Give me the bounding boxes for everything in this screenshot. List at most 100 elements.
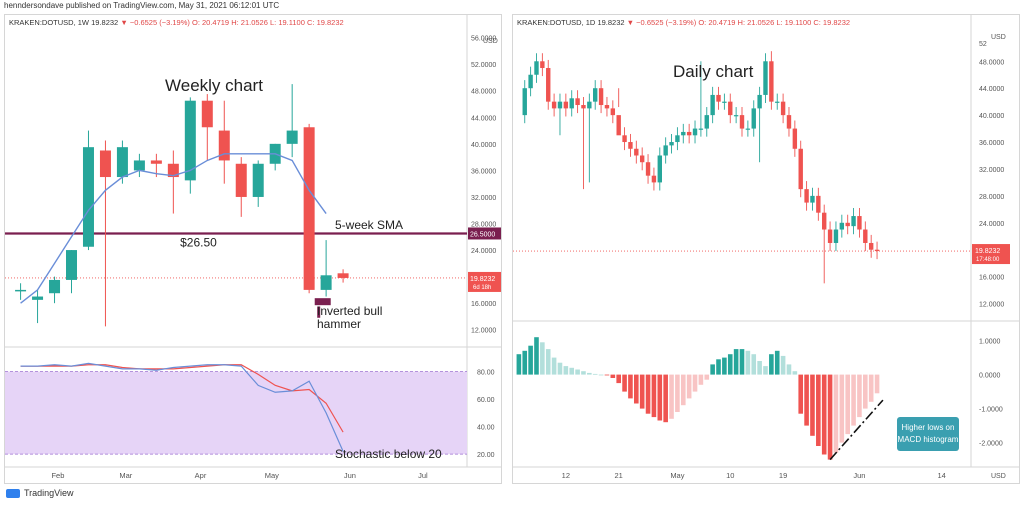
weekly-open: O: 20.4719 [191, 18, 230, 27]
daily-macd-bar [528, 345, 533, 375]
daily-macd-bar [792, 371, 798, 375]
weekly-y-tick: 52.0000 [471, 62, 496, 69]
daily-candle [575, 98, 580, 106]
weekly-title: Weekly chart [165, 76, 263, 95]
daily-macd-bar [657, 374, 663, 421]
daily-macd-bar [739, 349, 745, 375]
daily-candle [645, 162, 651, 176]
daily-macd-tick: 1.0000 [979, 339, 1001, 346]
daily-y-tick: 24.0000 [979, 221, 1004, 228]
weekly-currency-label: USD [483, 38, 498, 45]
daily-candle [728, 101, 733, 116]
daily-macd-bar [675, 374, 680, 412]
daily-x-tick: 21 [615, 471, 623, 480]
daily-candle [792, 128, 798, 149]
daily-candle [804, 189, 809, 203]
daily-chart-svg: 52 USD 48.0000 44.0000 40.0000 36.0000 32.0000… [513, 15, 1019, 480]
daily-change: ▼ −0.6525 (−3.19%) [626, 18, 697, 27]
weekly-candle [82, 147, 94, 247]
weekly-candle [218, 130, 230, 161]
daily-candle [757, 94, 762, 109]
weekly-last-price-tag: 19.8232 [470, 276, 495, 283]
weekly-sma-annotation: 5-week SMA [335, 218, 403, 232]
daily-y-tick: 36.0000 [979, 140, 1004, 147]
daily-macd-bar [827, 374, 833, 460]
daily-open: O: 20.4719 [698, 18, 736, 27]
weekly-x-tick: Apr [195, 471, 207, 480]
daily-candle [698, 128, 704, 130]
weekly-candle [15, 289, 27, 292]
daily-macd-bar [663, 374, 668, 423]
weekly-candle [150, 160, 162, 164]
daily-macd-bar [804, 374, 809, 426]
tradingview-footer[interactable]: TradingView [6, 488, 74, 498]
weekly-candle [184, 100, 196, 181]
weekly-x-tick: Jul [418, 471, 428, 480]
weekly-close: 19.8232 [91, 18, 119, 27]
daily-macd-bar [821, 374, 827, 455]
daily-macd-tick: 0.0000 [979, 373, 1001, 380]
daily-macd-bar [751, 354, 757, 375]
weekly-y-tick: 40.0000 [471, 142, 496, 149]
daily-candle [786, 115, 792, 129]
daily-candle [745, 128, 751, 130]
weekly-candle [167, 163, 179, 178]
daily-macd-bar [557, 362, 563, 375]
daily-y-tick: 32.0000 [979, 167, 1004, 174]
daily-candle [868, 242, 874, 250]
daily-y-top-tick: 52 [979, 41, 987, 48]
daily-callout-box [897, 417, 959, 451]
daily-symbol: KRAKEN:DOTUSD, 1D [517, 18, 596, 27]
daily-candle [739, 115, 745, 129]
daily-candle [622, 135, 627, 143]
daily-close: 19.8232 [597, 18, 625, 27]
daily-macd-bar [757, 361, 762, 375]
weekly-low: L: 19.1100 [270, 18, 305, 27]
weekly-high: H: 21.0526 [231, 18, 268, 27]
daily-macd-bar [874, 374, 880, 394]
daily-macd-bar [516, 354, 522, 375]
daily-macd-bar [575, 369, 580, 375]
daily-candle [822, 212, 827, 230]
weekly-sma-line [20, 153, 327, 304]
weekly-level-label: $26.50 [180, 235, 217, 249]
daily-y-tick: 28.0000 [979, 194, 1004, 201]
daily-closev: C: 19.8232 [813, 18, 851, 27]
weekly-stoch-tick: 80.00 [477, 370, 495, 377]
daily-macd-bar [686, 374, 692, 399]
daily-candle [581, 105, 586, 109]
daily-candle [769, 61, 774, 102]
daily-macd-bar [851, 374, 856, 426]
daily-chart-panel[interactable]: KRAKEN:DOTUSD, 1D 19.8232 ▼ −0.6525 (−3.… [512, 14, 1020, 484]
daily-x-tick: 12 [562, 471, 570, 480]
daily-macd-bar [628, 374, 633, 399]
weekly-stoch-k-line [20, 362, 344, 452]
daily-candle [557, 101, 563, 109]
daily-y-tick: 12.0000 [979, 302, 1004, 309]
daily-callout-2: MACD histogram [898, 435, 959, 444]
daily-macd-bar [581, 371, 586, 375]
daily-macd-bar [592, 373, 598, 375]
weekly-chart-panel[interactable]: KRAKEN:DOTUSD, 1W 19.8232 ▼ −0.6525 (−3.… [4, 14, 502, 484]
daily-macd-bar [710, 364, 715, 375]
weekly-y-tick: 56.0000 [471, 36, 496, 43]
weekly-last-price-tag-bg [468, 271, 501, 292]
daily-x-tick: 10 [726, 471, 734, 480]
daily-candle [634, 148, 639, 156]
daily-candle [851, 216, 856, 227]
daily-candle [616, 115, 621, 136]
weekly-candle [133, 160, 145, 171]
daily-macd-bar [698, 374, 704, 385]
daily-macd-bar [810, 374, 815, 436]
daily-x-tick: 19 [779, 471, 787, 480]
weekly-y-tick: 16.0000 [471, 301, 496, 308]
daily-candle [863, 229, 868, 243]
daily-candle [780, 101, 786, 116]
weekly-change: ▼ −0.6525 (−3.19%) [120, 18, 190, 27]
weekly-candle [66, 250, 78, 280]
daily-currency-label: USD [991, 34, 1006, 41]
daily-candle [857, 216, 862, 230]
daily-macd-bar [645, 374, 651, 414]
daily-candle [692, 128, 698, 136]
daily-candle [833, 229, 839, 243]
